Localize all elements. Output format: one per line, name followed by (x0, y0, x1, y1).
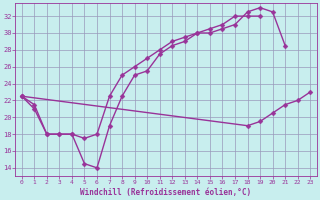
X-axis label: Windchill (Refroidissement éolien,°C): Windchill (Refroidissement éolien,°C) (80, 188, 252, 197)
